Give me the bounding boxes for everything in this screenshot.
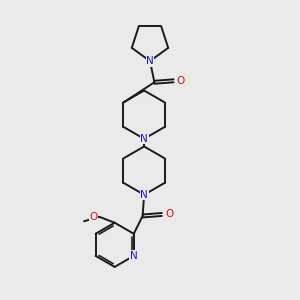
Text: O: O: [165, 209, 173, 220]
Text: N: N: [140, 190, 148, 200]
Text: N: N: [130, 251, 138, 261]
Text: N: N: [140, 134, 148, 144]
Text: O: O: [89, 212, 98, 222]
Text: N: N: [146, 56, 154, 66]
Text: O: O: [177, 76, 185, 86]
